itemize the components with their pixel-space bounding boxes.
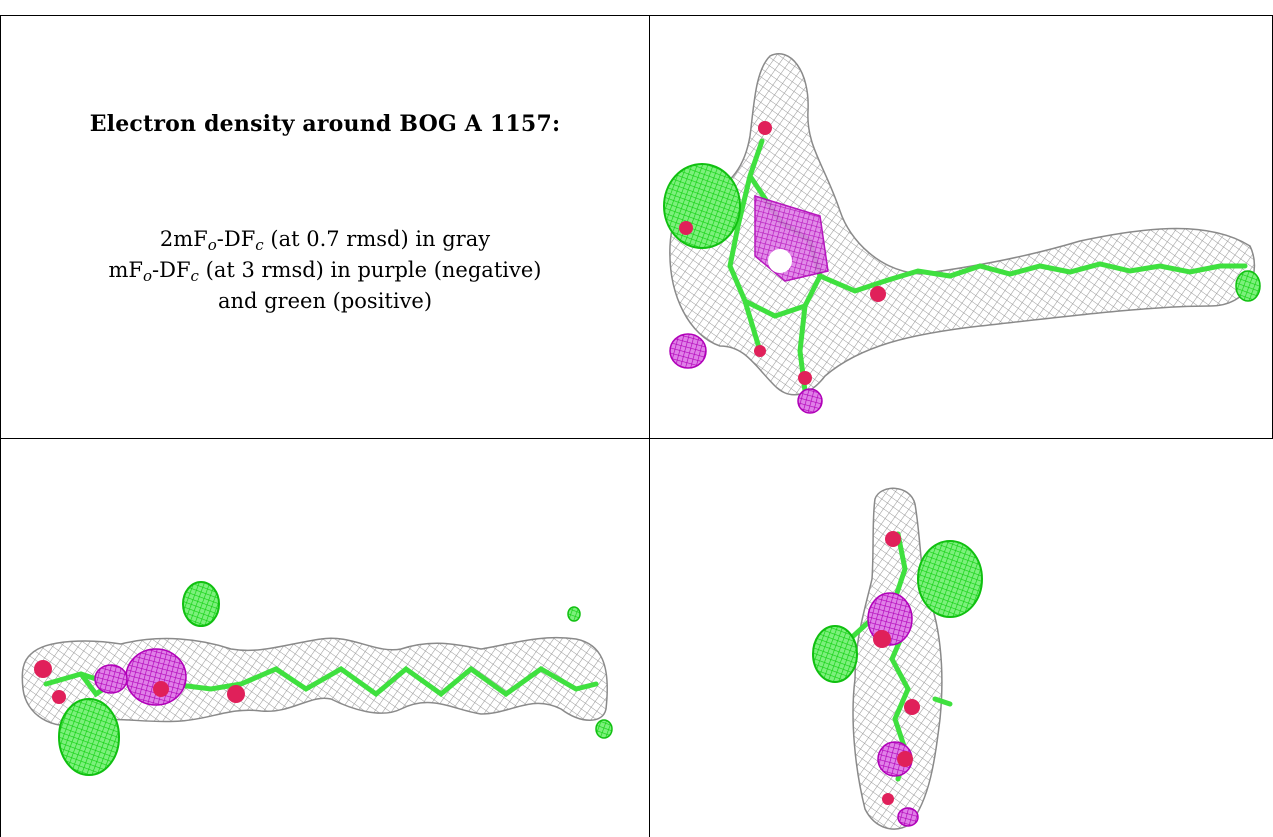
legend-description: 2mFo-DFc (at 0.7 rmsd) in gray mFo-DFc (… xyxy=(1,224,649,317)
density-panel-side xyxy=(1,439,649,837)
density-image-end-on xyxy=(812,487,983,830)
density-panel-end-on xyxy=(650,439,1272,837)
legend-cell: Electron density around BOG A 1157: 2mFo… xyxy=(1,16,649,438)
oxygen-atoms xyxy=(34,660,245,704)
negative-density-blob xyxy=(94,648,187,706)
density-panel-oblique xyxy=(650,16,1272,438)
legend-title: Electron density around BOG A 1157: xyxy=(89,111,561,137)
table-left-border xyxy=(0,15,1,837)
table-middle-border xyxy=(0,438,1273,439)
legend-line-positive: and green (positive) xyxy=(217,289,433,313)
legend-line-2fo-fc: 2mFo-DFc (at 0.7 rmsd) in gray xyxy=(159,227,491,254)
density-image-oblique xyxy=(663,53,1261,414)
density-image-side xyxy=(21,581,613,776)
table-top-border xyxy=(0,15,1273,16)
positive-density-blob xyxy=(812,540,983,683)
positive-density-blob xyxy=(58,581,613,776)
oxygen-atoms xyxy=(873,531,920,805)
oxygen-atoms xyxy=(679,121,886,385)
ring-hole xyxy=(768,249,792,273)
table-center-border xyxy=(649,15,650,837)
legend-line-fo-fc: mFo-DFc (at 3 rmsd) in purple (negative) xyxy=(108,258,542,285)
